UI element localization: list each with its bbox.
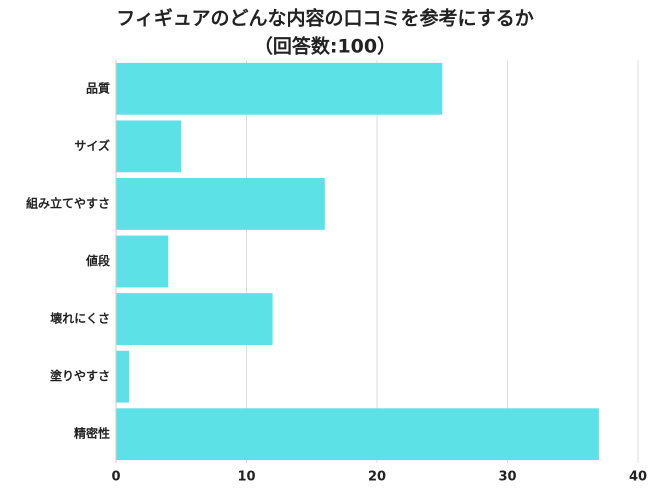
y-tick-label: 壊れにくさ bbox=[50, 311, 110, 326]
y-tick-label: 塗りやすさ bbox=[50, 368, 110, 383]
bar bbox=[116, 235, 169, 288]
chart-title: フィギュアのどんな内容の口コミを参考にするか bbox=[116, 7, 533, 30]
y-tick-label: サイズ bbox=[74, 138, 110, 153]
bar bbox=[116, 350, 130, 403]
bar bbox=[116, 408, 599, 461]
x-tick-label: 40 bbox=[629, 470, 647, 485]
bar bbox=[116, 293, 273, 345]
x-tick-label: 10 bbox=[237, 470, 255, 485]
bar bbox=[116, 120, 182, 173]
x-tick-label: 20 bbox=[368, 470, 386, 485]
bar bbox=[116, 62, 443, 115]
x-tick-label: 0 bbox=[111, 470, 120, 485]
bar bbox=[116, 178, 325, 230]
y-tick-label: 品質 bbox=[86, 80, 110, 95]
x-tick-label: 30 bbox=[498, 470, 516, 485]
y-tick-label: 値段 bbox=[85, 253, 111, 268]
y-tick-label: 組み立てやすさ bbox=[26, 195, 110, 210]
chart-subtitle: （回答数:100） bbox=[254, 35, 396, 58]
y-tick-label: 精密性 bbox=[74, 426, 110, 441]
